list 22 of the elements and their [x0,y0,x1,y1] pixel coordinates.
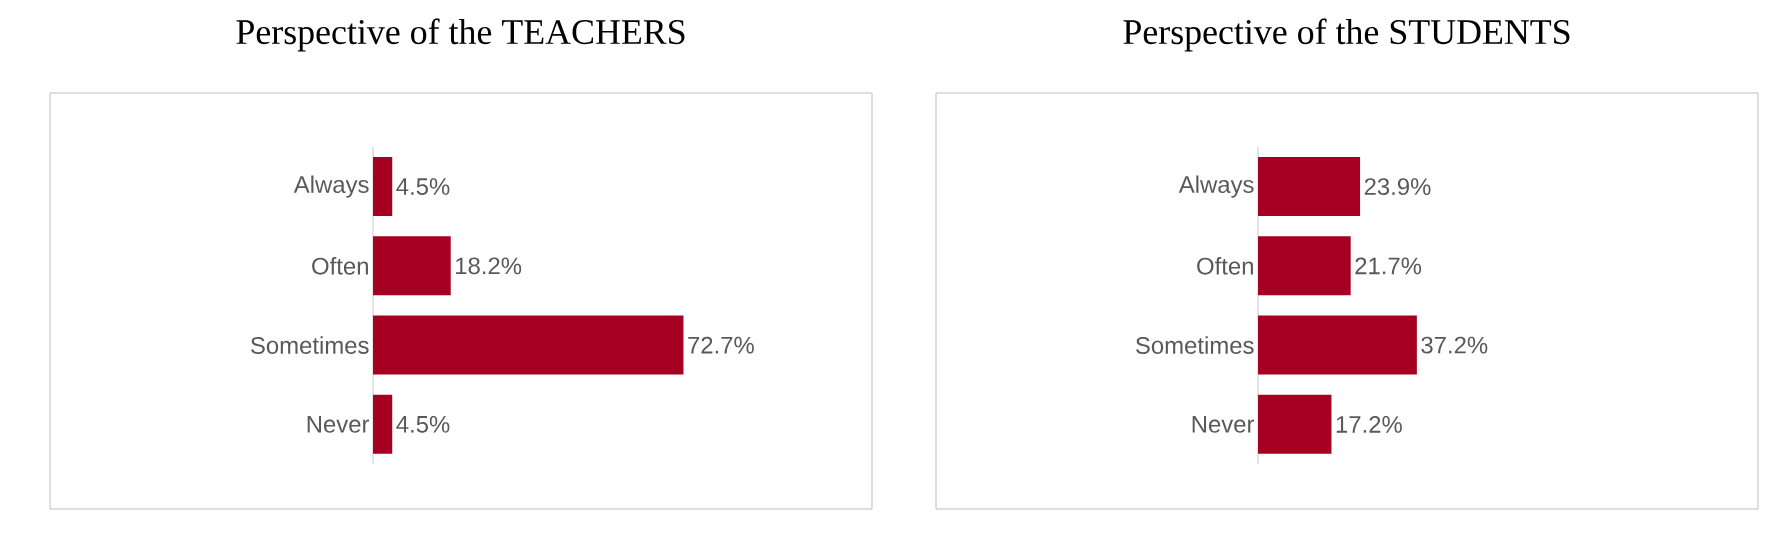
bar [1258,315,1417,375]
bar [1258,157,1361,217]
chart-title: Perspective of the TEACHERS [236,18,685,52]
y-tick-label: Always [293,175,369,198]
data-label: 18.2% [456,257,522,275]
bar [1258,236,1351,296]
data-label: 72.7% [688,336,754,354]
data-label: 4.5% [396,178,450,196]
y-tick-label: Never [1192,416,1255,433]
y-tick-label: Sometimes [250,336,369,354]
y-tick-label: Never [307,416,370,433]
y-tick-label: Often [312,257,368,275]
data-label: 4.5% [396,415,450,433]
data-label: 23.9% [1364,178,1431,196]
data-label: 21.7% [1355,257,1422,275]
y-tick-label: Sometimes [1135,336,1254,354]
bar [1258,394,1332,454]
y-tick-label: Often [1197,257,1253,275]
y-tick-label: Always [1178,175,1254,198]
data-label: 17.2% [1336,415,1402,433]
chart-title: Perspective of the STUDENTS [1123,18,1570,52]
data-label: 37.2% [1421,336,1488,354]
